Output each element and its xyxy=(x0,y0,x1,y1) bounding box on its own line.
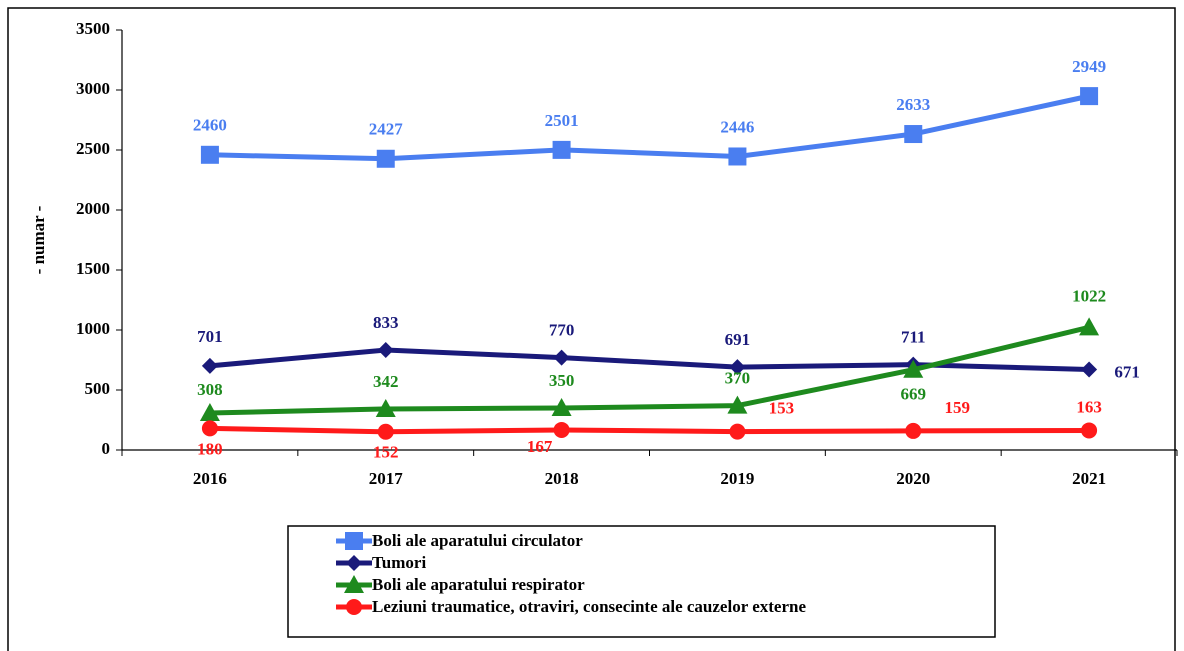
y-tick-label: 2500 xyxy=(76,139,110,158)
data-label: 2446 xyxy=(720,117,754,136)
series-line xyxy=(209,93,1090,162)
data-point xyxy=(1080,87,1099,106)
y-tick-label: 3500 xyxy=(76,19,110,38)
data-label: 342 xyxy=(373,372,399,391)
data-label: 770 xyxy=(549,321,575,340)
y-tick-label: 2000 xyxy=(76,199,110,218)
legend-marker xyxy=(346,599,362,615)
legend-label: Boli ale aparatului circulator xyxy=(372,531,583,550)
data-label: 2633 xyxy=(896,95,930,114)
series-line xyxy=(209,425,1090,435)
data-point xyxy=(1079,317,1100,336)
x-tick-label: 2020 xyxy=(896,469,930,488)
data-label: 671 xyxy=(1114,362,1140,381)
data-label: 1022 xyxy=(1072,286,1106,305)
data-label: 153 xyxy=(769,399,795,418)
x-tick-label: 2016 xyxy=(193,469,227,488)
y-tick-label: 500 xyxy=(85,379,111,398)
series-line xyxy=(209,347,1090,372)
legend-label: Tumori xyxy=(372,553,426,572)
data-label: 669 xyxy=(901,385,927,404)
data-point xyxy=(375,398,396,417)
data-label: 350 xyxy=(549,371,575,390)
data-point xyxy=(905,422,922,439)
data-label: 370 xyxy=(725,369,751,388)
data-label: 159 xyxy=(945,398,971,417)
y-axis-label: - numar - xyxy=(29,205,48,274)
data-label: 691 xyxy=(725,330,751,349)
data-point xyxy=(553,421,570,438)
data-label: 152 xyxy=(373,443,399,462)
data-label: 167 xyxy=(527,437,553,456)
data-point xyxy=(200,145,219,164)
series-line xyxy=(209,324,1090,416)
data-point xyxy=(729,423,746,440)
y-tick-label: 1000 xyxy=(76,319,110,338)
data-label: 2949 xyxy=(1072,57,1106,76)
data-point xyxy=(1081,361,1098,378)
data-label: 2501 xyxy=(545,111,579,130)
data-label: 701 xyxy=(197,327,223,346)
x-tick-label: 2017 xyxy=(369,469,404,488)
data-point xyxy=(553,349,570,366)
data-point xyxy=(552,140,571,159)
legend-marker xyxy=(346,555,362,571)
data-point xyxy=(201,357,218,374)
data-point xyxy=(903,359,924,378)
legend-label: Boli ale aparatului respirator xyxy=(372,575,585,594)
x-tick-label: 2018 xyxy=(545,469,579,488)
legend-marker xyxy=(344,575,364,593)
frame xyxy=(7,7,1176,651)
data-label: 711 xyxy=(901,328,926,347)
data-point xyxy=(377,342,394,359)
y-tick-label: 0 xyxy=(102,439,111,458)
x-tick-label: 2021 xyxy=(1072,469,1106,488)
data-point xyxy=(1081,422,1098,439)
data-point xyxy=(377,423,394,440)
data-point xyxy=(376,149,395,168)
y-tick-label: 3000 xyxy=(76,79,110,98)
data-point xyxy=(728,147,747,166)
y-tick-label: 1500 xyxy=(76,259,110,278)
legend-label: Leziuni traumatice, otraviri, consecinte… xyxy=(372,597,806,616)
data-point xyxy=(551,398,572,416)
data-label: 833 xyxy=(373,313,399,332)
data-label: 2460 xyxy=(193,116,227,135)
data-label: 163 xyxy=(1076,397,1102,416)
data-label: 308 xyxy=(197,380,223,399)
data-label: 180 xyxy=(197,439,223,458)
data-label: 2427 xyxy=(369,120,404,139)
data-point xyxy=(727,395,748,414)
x-tick-label: 2019 xyxy=(720,469,754,488)
data-point xyxy=(201,420,218,437)
legend-marker xyxy=(345,532,363,550)
data-point xyxy=(199,403,220,422)
legend-box xyxy=(287,525,996,638)
data-point xyxy=(904,125,923,144)
data-point xyxy=(729,359,746,376)
